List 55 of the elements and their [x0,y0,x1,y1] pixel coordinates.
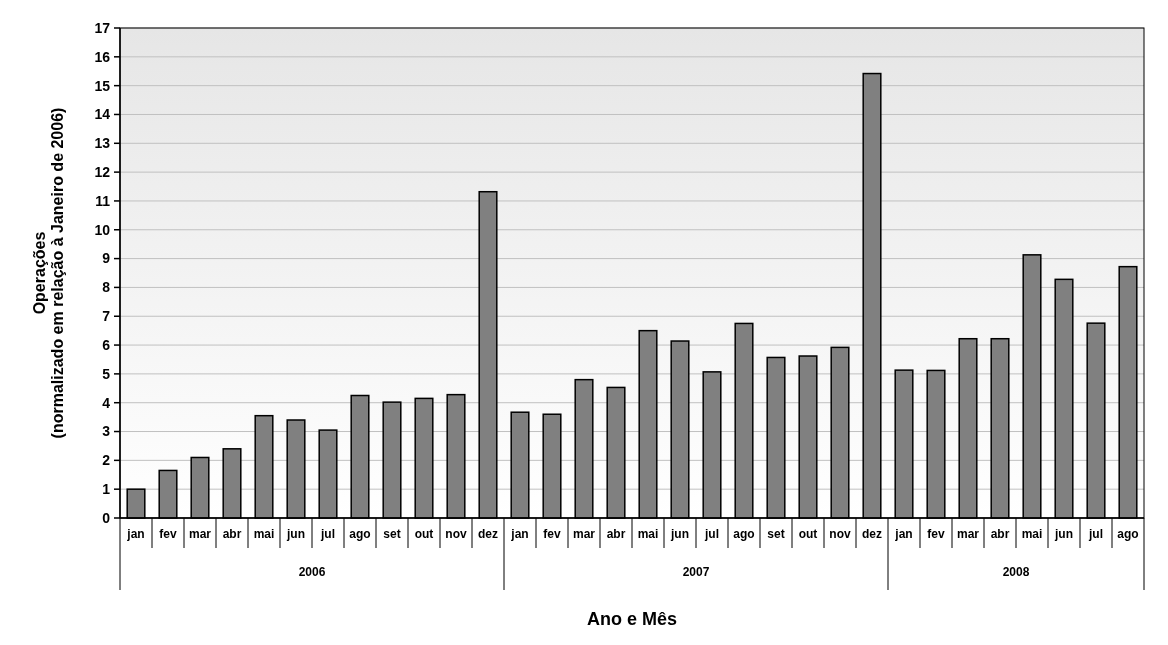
y-tick-label: 1 [102,481,111,498]
y-tick-label: 15 [94,77,111,94]
y-tick-label: 8 [102,279,111,296]
text: 2008 [1002,565,1030,579]
x-axis-title: Ano e Mês [586,609,678,629]
x-tick-label: jul [704,527,719,541]
y-tick-label: 0 [102,509,111,526]
x-tick-label: abr [222,527,242,541]
x-tick-label: fev [927,527,945,541]
x-tick-label: set [767,527,785,541]
text: 2006 [298,565,326,579]
y-tick-label: 14 [94,106,111,123]
x-tick-label: jan [894,527,913,541]
x-tick-label: set [383,527,401,541]
y-tick-label: 3 [102,423,111,440]
x-tick-label: mar [188,527,212,541]
x-tick-label: abr [990,527,1010,541]
x-tick-label: mai [637,527,659,541]
y-tick-label: 2 [102,452,111,469]
x-tick-label: fev [543,527,561,541]
x-tick-label: mar [956,527,980,541]
x-tick-label: jun [670,527,689,541]
x-tick-label: jul [320,527,335,541]
x-tick-label: abr [606,527,626,541]
x-tick-label: jul [1088,527,1103,541]
y-tick-label: 5 [102,365,111,382]
y-tick-label: 4 [102,394,111,411]
x-tick-label: ago [1117,527,1139,541]
x-tick-label: mar [572,527,596,541]
y-tick-label: 6 [102,336,111,353]
x-tick-label: mai [1021,527,1043,541]
x-tick-label: jan [510,527,529,541]
x-tick-label: jun [286,527,305,541]
x-tick-label: nov [829,527,851,541]
y-tick-label: 17 [94,19,111,36]
y-tick-label: 16 [94,48,111,65]
x-tick-label: out [414,527,434,541]
x-tick-label: nov [445,527,467,541]
x-tick-label: dez [477,527,499,541]
x-tick-label: ago [349,527,371,541]
y-tick-label: 9 [102,250,111,267]
y-tick-label: 13 [94,135,111,152]
x-tick-label: jun [1054,527,1073,541]
x-tick-label: jan [126,527,145,541]
x-tick-label: dez [861,527,883,541]
x-tick-label: out [798,527,818,541]
y-tick-label: 7 [102,308,111,325]
x-tick-label: fev [159,527,177,541]
text: 2007 [682,565,710,579]
y-axis-title: Operações (normalizado em relação à Janeiro de 2006) [31,107,67,439]
x-tick-label: ago [733,527,755,541]
y-tick-label: 12 [94,164,111,181]
y-tick-label: 11 [95,192,111,209]
y-tick-label: 10 [94,221,111,238]
x-tick-label: mai [253,527,275,541]
